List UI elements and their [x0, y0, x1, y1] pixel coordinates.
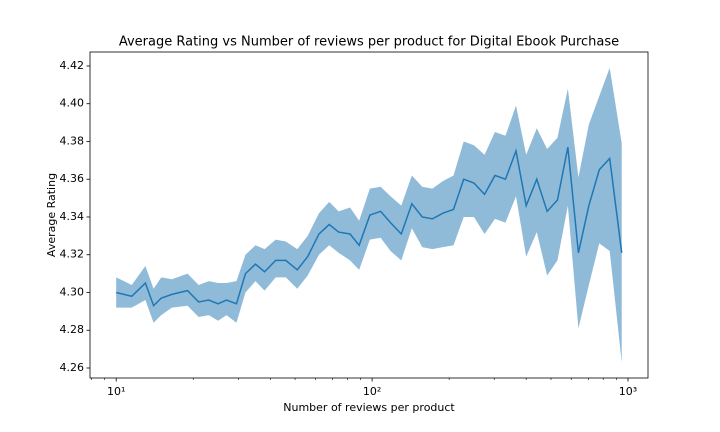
- y-tick-label: 4.40: [60, 97, 85, 110]
- y-tick-label: 4.28: [60, 323, 85, 336]
- x-tick-label: 10³: [619, 385, 637, 398]
- x-axis-label: Number of reviews per product: [283, 401, 455, 414]
- y-tick-label: 4.26: [60, 361, 85, 374]
- confidence-band: [116, 67, 622, 363]
- y-tick-label: 4.42: [60, 59, 85, 72]
- y-tick-label: 4.32: [60, 248, 85, 261]
- plot-frame: [89, 51, 649, 379]
- x-tick-label: 10²: [363, 385, 381, 398]
- x-tick-label: 10¹: [107, 385, 125, 398]
- chart-title: Average Rating vs Number of reviews per …: [119, 35, 619, 50]
- y-tick-label: 4.34: [60, 210, 85, 223]
- y-tick-label: 4.38: [60, 134, 85, 147]
- y-tick-label: 4.30: [60, 285, 85, 298]
- mean-line: [116, 146, 623, 308]
- y-tick-label: 4.36: [60, 172, 85, 185]
- y-axis-label: Average Rating: [45, 173, 58, 257]
